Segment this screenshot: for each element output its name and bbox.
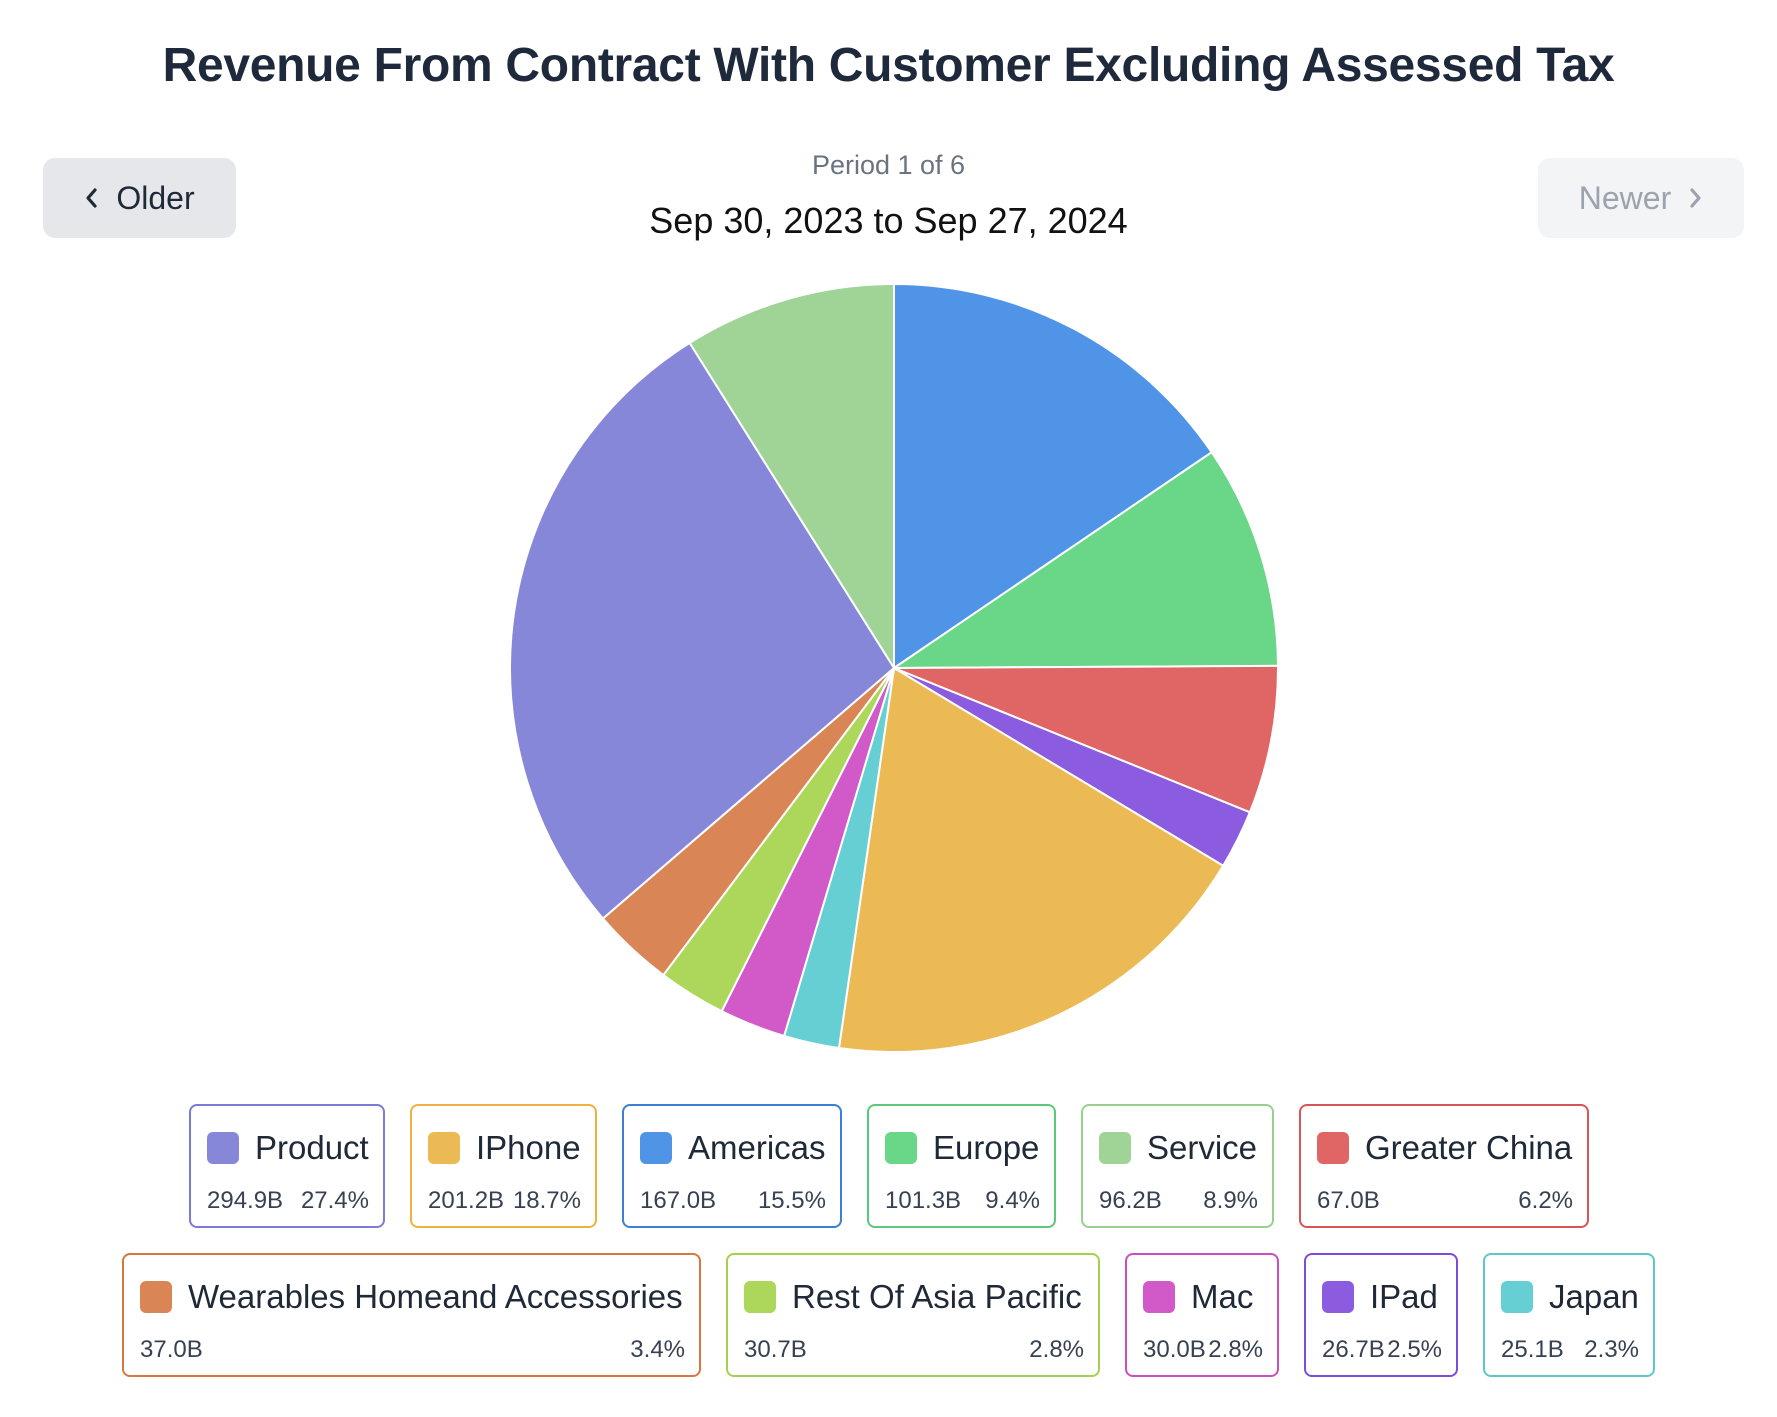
legend-item-greater-china[interactable]: Greater China 67.0B 6.2%: [1299, 1104, 1589, 1228]
legend-value: 67.0B: [1317, 1187, 1380, 1214]
legend-value: 294.9B: [207, 1187, 284, 1214]
chart-title: Revenue From Contract With Customer Excl…: [162, 39, 1615, 92]
legend-item-service[interactable]: Service 96.2B 8.9%: [1081, 1104, 1274, 1228]
legend-swatch: [1099, 1132, 1131, 1164]
legend-value: 25.1B: [1501, 1336, 1564, 1363]
legend-item-americas[interactable]: Americas 167.0B 15.5%: [622, 1104, 842, 1228]
newer-button-label: Newer: [1578, 179, 1672, 216]
chevron-left-icon: [86, 188, 97, 208]
legend-value: 26.7B: [1322, 1336, 1385, 1363]
period-range: Sep 30, 2023 to Sep 27, 2024: [649, 200, 1128, 241]
legend-label: Service: [1147, 1129, 1258, 1166]
legend-label: Rest Of Asia Pacific: [792, 1278, 1082, 1315]
pie-slice-americas[interactable]: [893, 282, 1214, 670]
legend-percent: 3.4%: [630, 1336, 685, 1363]
legend-label: Americas: [688, 1129, 826, 1166]
legend-percent: 8.9%: [1203, 1187, 1258, 1214]
legend-value: 96.2B: [1099, 1187, 1162, 1214]
legend-swatch: [885, 1132, 917, 1164]
legend-percent: 18.7%: [512, 1187, 581, 1214]
legend-percent: 15.5%: [757, 1187, 826, 1214]
legend-swatch: [1501, 1281, 1533, 1313]
pie-slice-greater-china[interactable]: [893, 664, 1279, 814]
legend-swatch: [1322, 1281, 1354, 1313]
legend-label: Greater China: [1365, 1129, 1573, 1166]
legend-value: 101.3B: [885, 1187, 962, 1214]
legend-swatch: [428, 1132, 460, 1164]
legend-item-japan[interactable]: Japan 25.1B 2.3%: [1483, 1253, 1655, 1377]
legend-value: 37.0B: [140, 1336, 203, 1363]
legend-value: 167.0B: [640, 1187, 717, 1214]
legend-item-rest-of-asia-pacific[interactable]: Rest Of Asia Pacific 30.7B 2.8%: [726, 1253, 1100, 1377]
pie-slice-europe[interactable]: [890, 450, 1279, 670]
legend-percent: 2.3%: [1584, 1336, 1639, 1363]
legend-swatch: [207, 1132, 239, 1164]
legend-item-product[interactable]: Product 294.9B 27.4%: [189, 1104, 385, 1228]
legend-item-mac[interactable]: Mac 30.0B 2.8%: [1125, 1253, 1279, 1377]
legend-label: Wearables Homeand Accessories: [188, 1278, 683, 1315]
legend-label: Japan: [1549, 1278, 1639, 1315]
legend-item-ipad[interactable]: IPad 26.7B 2.5%: [1304, 1253, 1458, 1377]
legend-percent: 2.8%: [1029, 1336, 1084, 1363]
chevron-right-icon: [1690, 188, 1701, 208]
pie-slice-service[interactable]: [688, 282, 895, 672]
legend-swatch: [640, 1132, 672, 1164]
newer-button[interactable]: Newer: [1538, 158, 1744, 238]
legend-swatch: [744, 1281, 776, 1313]
legend-label: IPhone: [476, 1129, 581, 1166]
legend-value: 201.2B: [428, 1187, 505, 1214]
legend-percent: 6.2%: [1518, 1187, 1573, 1214]
legend-item-wearables-homeand-accessories[interactable]: Wearables Homeand Accessories 37.0B 3.4%: [122, 1253, 701, 1377]
legend-item-iphone[interactable]: IPhone 201.2B 18.7%: [410, 1104, 597, 1228]
pie-slice-product[interactable]: [508, 341, 896, 920]
legend-swatch: [1143, 1281, 1175, 1313]
legend-swatch: [1317, 1132, 1349, 1164]
legend-percent: 2.8%: [1208, 1336, 1263, 1363]
legend-percent: 9.4%: [985, 1187, 1040, 1214]
legend-label: Mac: [1191, 1278, 1254, 1315]
legend-percent: 2.5%: [1387, 1336, 1442, 1363]
legend-label: Europe: [933, 1129, 1040, 1166]
period-indicator: Period 1 of 6: [811, 150, 966, 180]
legend-value: 30.7B: [744, 1336, 807, 1363]
legend-percent: 27.4%: [300, 1187, 369, 1214]
pie-slice-iphone[interactable]: [837, 666, 1225, 1053]
older-button-label: Older: [116, 179, 195, 216]
legend-swatch: [140, 1281, 172, 1313]
older-button[interactable]: Older: [43, 158, 236, 238]
legend-value: 30.0B: [1143, 1336, 1206, 1363]
legend-item-europe[interactable]: Europe 101.3B 9.4%: [867, 1104, 1056, 1228]
legend-label: IPad: [1370, 1278, 1438, 1315]
legend-label: Product: [255, 1129, 369, 1166]
